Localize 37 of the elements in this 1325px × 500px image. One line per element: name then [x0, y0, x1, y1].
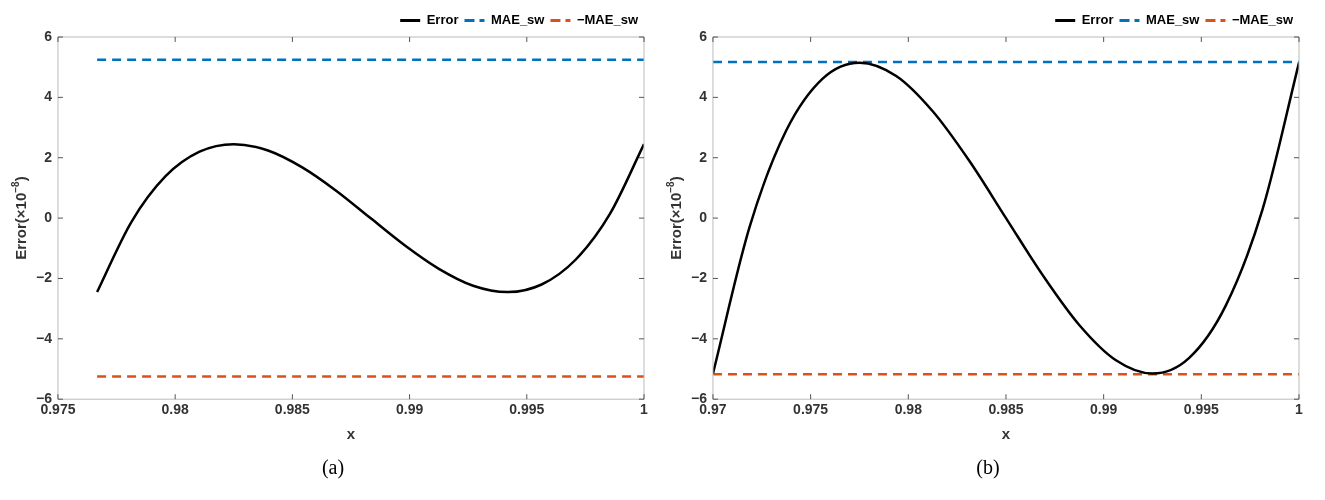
- x-tick-label: 0.99: [1090, 401, 1118, 418]
- x-tick-label: 0.985: [274, 401, 311, 418]
- x-tick-label: 0.975: [793, 401, 829, 418]
- x-axis-title: x: [1001, 425, 1011, 443]
- y-axis-title: Error(×10−8): [664, 176, 685, 260]
- x-tick-label: 1: [1295, 401, 1304, 418]
- legend-label: Error: [426, 12, 459, 28]
- x-axis-title: x: [346, 425, 356, 443]
- x-tick-label: 0.98: [894, 401, 923, 418]
- y-tick-label: −4: [35, 329, 53, 346]
- line-series: [712, 61, 1299, 375]
- y-tick-label: −2: [690, 269, 708, 286]
- y-tick-label: −2: [35, 269, 53, 286]
- y-tick-label: 2: [699, 148, 708, 165]
- legend-label: MAE_sw: [490, 12, 546, 28]
- text: (a): [320, 456, 346, 479]
- text: (b): [975, 456, 1001, 479]
- y-axis-title: Error(×10−8): [9, 176, 30, 260]
- y-tick-label: 0: [699, 208, 708, 225]
- y-tick-label: 6: [44, 27, 53, 44]
- legend-label: −MAE_sw: [1231, 12, 1294, 28]
- x-tick-label: 0.99: [395, 401, 424, 418]
- y-tick-label: 0: [44, 208, 53, 225]
- x-tick-label: 0.995: [509, 401, 545, 418]
- y-tick-label: 2: [44, 148, 53, 165]
- y-tick-label: 4: [44, 88, 53, 105]
- legend-label: −MAE_sw: [576, 12, 639, 28]
- x-tick-label: 1: [640, 401, 649, 418]
- y-tick-label: 6: [699, 27, 708, 44]
- line-series: [95, 142, 644, 294]
- legend-label: Error: [1081, 12, 1114, 28]
- legend-label: MAE_sw: [1145, 12, 1201, 28]
- x-tick-label: 0.995: [1183, 401, 1220, 418]
- x-tick-label: 0.98: [161, 401, 190, 418]
- y-tick-label: −4: [690, 329, 708, 346]
- y-tick-label: 4: [699, 88, 708, 105]
- x-tick-label: 0.985: [988, 401, 1024, 418]
